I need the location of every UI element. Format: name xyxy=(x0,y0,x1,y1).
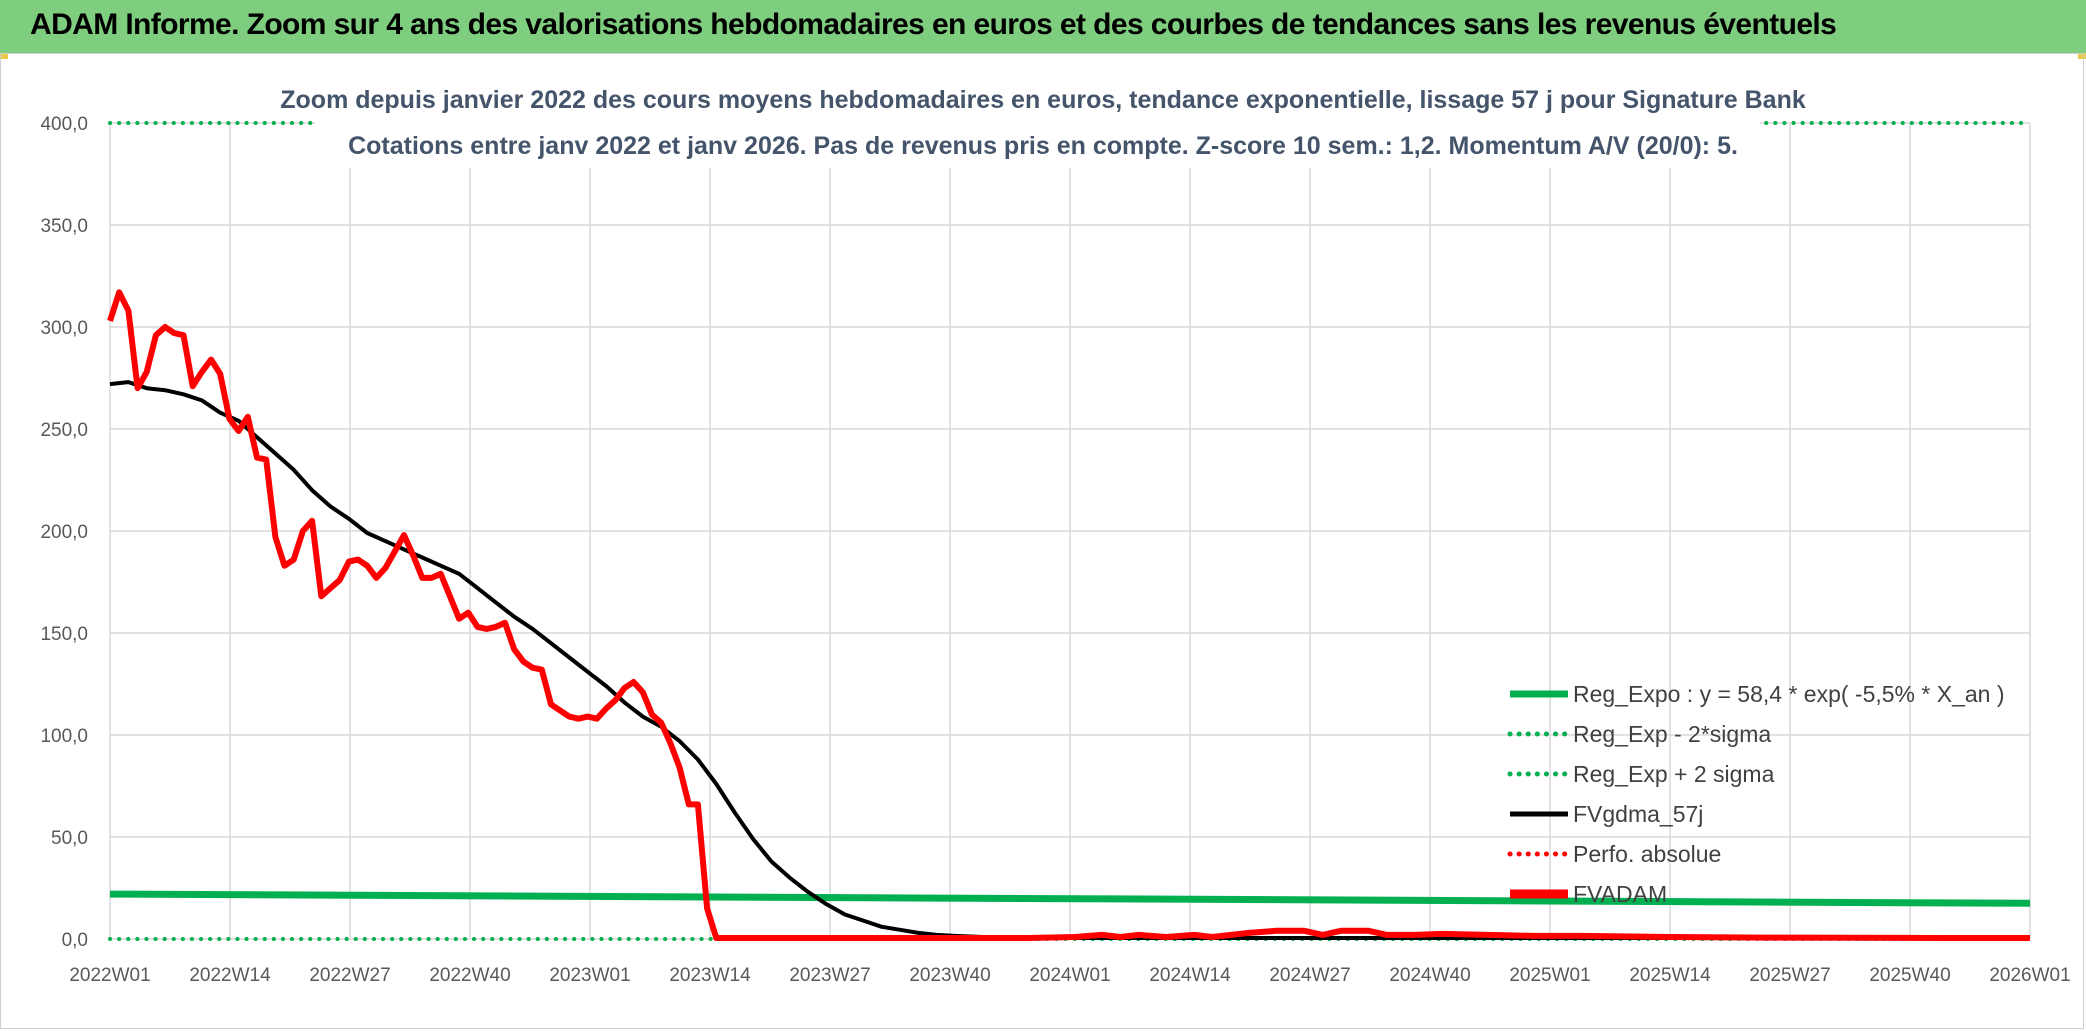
legend-label: FVADAM xyxy=(1573,881,1667,907)
x-tick-label: 2024W14 xyxy=(1149,965,1231,986)
chart-subtitle: Cotations entre janv 2022 et janv 2026. … xyxy=(348,132,1738,160)
legend-label: FVgdma_57j xyxy=(1573,801,1703,827)
chart-frame xyxy=(0,53,2084,1029)
y-tick-label: 100,0 xyxy=(40,726,88,747)
grid xyxy=(109,122,2031,940)
x-tick-label: 2022W01 xyxy=(69,965,150,986)
x-tick-label: 2024W40 xyxy=(1389,965,1470,986)
x-tick-label: 2025W40 xyxy=(1869,965,1950,986)
chart-title: Zoom depuis janvier 2022 des cours moyen… xyxy=(280,86,1806,114)
y-tick-label: 400,0 xyxy=(40,114,88,135)
fvgdma-57j-line xyxy=(109,380,2030,940)
x-tick-label: 2023W14 xyxy=(669,965,751,986)
y-tick-label: 250,0 xyxy=(40,420,88,441)
x-tick-label: 2026W01 xyxy=(1989,965,2070,986)
x-tick-label: 2023W27 xyxy=(789,965,870,986)
corner-marker-left xyxy=(0,53,8,59)
fvadam-line xyxy=(107,289,2030,941)
x-tick-label: 2023W40 xyxy=(909,965,990,986)
legend-label: Reg_Exp + 2 sigma xyxy=(1573,761,1775,787)
legend-label: Perfo. absolue xyxy=(1573,841,1721,867)
x-axis: 2022W01 2022W14 2022W27 2022W40 2023W01 2023W… xyxy=(69,965,2070,986)
legend-label: Reg_Expo : y = 58,4 * exp( -5,5% * X_an … xyxy=(1573,681,2005,707)
y-tick-label: 50,0 xyxy=(51,828,88,849)
page-title: ADAM Informe. Zoom sur 4 ans des valoris… xyxy=(30,8,1837,41)
y-tick-label: 300,0 xyxy=(40,318,88,339)
reg-expo-line xyxy=(109,890,2031,907)
legend: Reg_Expo : y = 58,4 * exp( -5,5% * X_an … xyxy=(1507,681,2005,907)
x-tick-label: 2024W01 xyxy=(1029,965,1110,986)
series xyxy=(107,289,2031,941)
y-axis: 0,0 50,0 100,0 150,0 200,0 250,0 300,0 350,0 400… xyxy=(40,114,88,951)
y-tick-label: 0,0 xyxy=(62,930,88,951)
x-tick-label: 2022W27 xyxy=(309,965,390,986)
x-tick-label: 2025W01 xyxy=(1509,965,1590,986)
page-header: ADAM Informe. Zoom sur 4 ans des valoris… xyxy=(0,0,2086,53)
x-tick-label: 2023W01 xyxy=(549,965,630,986)
x-tick-label: 2025W27 xyxy=(1749,965,1830,986)
x-tick-label: 2022W14 xyxy=(189,965,271,986)
x-tick-label: 2024W27 xyxy=(1269,965,1350,986)
y-tick-label: 150,0 xyxy=(40,624,88,645)
x-tick-label: 2022W40 xyxy=(429,965,510,986)
y-tick-label: 200,0 xyxy=(40,522,88,543)
corner-marker-right xyxy=(2078,53,2086,59)
y-tick-label: 350,0 xyxy=(40,216,88,237)
title-backdrop xyxy=(315,74,1760,168)
legend-label: Reg_Exp - 2*sigma xyxy=(1573,721,1771,747)
x-tick-label: 2025W14 xyxy=(1629,965,1711,986)
